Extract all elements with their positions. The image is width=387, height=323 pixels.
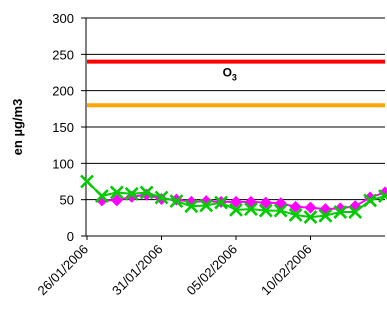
x-point-stroke [214,195,229,210]
x-point [378,189,387,203]
x-point [139,185,154,200]
x-point [124,186,139,201]
x-point [258,203,273,218]
grid-lines [86,17,385,201]
x-point [363,193,378,208]
diamond-point [140,188,153,201]
x-point [80,174,94,189]
y-axis-title: en µg/m3 [10,99,25,156]
x-point [109,185,124,200]
x-point-stroke [109,185,124,200]
x-point [348,205,363,219]
x-point-stroke [169,194,184,209]
x-tick-label: 26/01/2006 [34,242,91,299]
x-point [303,210,318,225]
x-point-stroke [378,192,387,203]
x-point-stroke [363,193,378,208]
x-point-stroke [243,202,258,217]
diamond-point [319,203,332,216]
y-tick-label-200: 200 [52,84,74,99]
y-tick-label-150: 150 [52,120,74,135]
diamond-point [230,195,242,208]
y-tick-label-300: 300 [52,11,74,26]
x-point [288,208,303,222]
x-point-stroke [229,202,243,217]
data-series [80,174,387,225]
x-point-stroke [333,205,348,219]
x-tick-label: 05/02/2006 [183,242,240,299]
x-point [243,202,258,217]
x-point-stroke [288,208,303,222]
x-tick-label: 31/01/2006 [109,242,166,299]
x-point-stroke [258,203,273,218]
x-point [273,203,288,218]
x-point-stroke [303,210,318,225]
x-point [229,202,243,217]
x-point [169,194,184,209]
x-point-stroke [94,189,109,203]
y-tick-label-0: 0 [67,229,74,244]
x-point [333,205,348,219]
x-point [154,190,169,205]
x-point-stroke [273,203,288,218]
x-point-stroke [199,198,214,213]
x-point-stroke [318,208,333,223]
diamond-point [110,194,123,207]
y-tick-label-250: 250 [52,47,74,62]
ozone-annotation-subscript: 3 [232,73,237,83]
x-point-stroke [124,186,139,201]
ozone-annotation-text: O [223,66,232,80]
diamond-point [304,201,317,214]
x-point [214,195,229,210]
x-point [199,198,214,213]
x-point-stroke [80,174,94,189]
x-point-stroke [139,185,154,200]
x-point [318,208,333,223]
diamond-point [259,196,272,209]
x-tick-label: 10/02/2006 [258,242,315,299]
reference-lines [87,59,385,108]
x-point-stroke [184,199,199,214]
ozone-annotation: O3 [223,66,237,83]
x-point [94,189,109,203]
x-point [184,199,199,214]
diamond-point [289,200,302,213]
y-tick-label-100: 100 [52,156,74,171]
x-point-stroke [154,190,169,205]
y-tick-label-50: 50 [60,193,74,208]
x-point-stroke [348,205,363,219]
